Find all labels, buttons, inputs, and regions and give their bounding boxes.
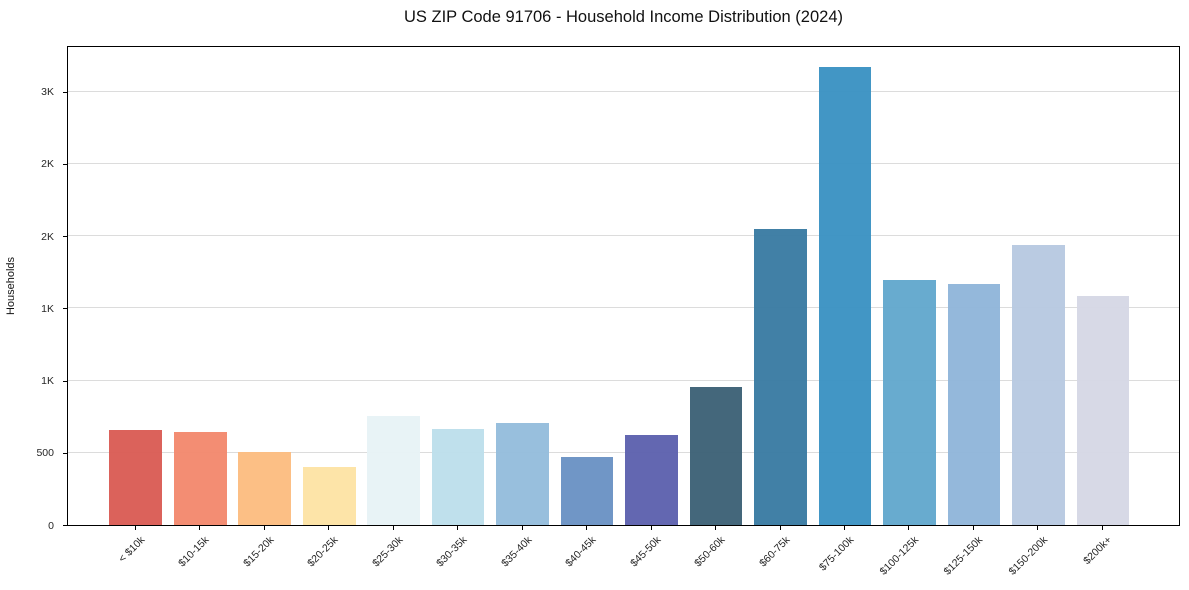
bar-$200k+ [1076, 296, 1130, 525]
x-tick-label: $200k+ [1081, 534, 1115, 568]
chart-title: US ZIP Code 91706 - Household Income Dis… [403, 8, 843, 26]
gridline [68, 90, 1179, 92]
bar-$75-100k [818, 67, 872, 525]
gridline [68, 162, 1179, 164]
x-tick-label: $45-50k [627, 534, 664, 570]
bar-$10-15k [173, 432, 227, 525]
x-tick-label: $125-150k [941, 534, 986, 578]
bar-$25-30k [367, 416, 421, 525]
x-tick-label: $20-25k [305, 534, 341, 570]
gridline [68, 451, 1179, 453]
y-tick-mark [63, 308, 67, 310]
bar-$60-75k [754, 229, 807, 525]
y-tick-label: 500 [36, 447, 54, 460]
x-tick-mark [586, 525, 588, 530]
x-tick-label: $75-100k [817, 534, 857, 574]
y-tick-mark [63, 163, 67, 165]
x-tick-label: $60-75k [756, 534, 792, 570]
x-tick-label: $15-20k [240, 534, 277, 570]
x-tick-mark [521, 525, 523, 530]
bar-$50-60k [689, 386, 743, 525]
y-tick-mark [63, 525, 67, 526]
plot-area [67, 46, 1180, 526]
y-tick-label: 2K [41, 230, 54, 243]
bar-$15-20k [238, 451, 292, 525]
x-tick-mark [457, 525, 459, 530]
y-tick-mark [63, 236, 67, 238]
x-tick-mark [650, 525, 652, 530]
bar-$100-125k [883, 279, 936, 525]
x-tick-label: $100-125k [877, 534, 921, 578]
y-tick-label: 3K [41, 86, 54, 99]
y-tick-label: 0 [48, 519, 54, 532]
x-tick-mark [263, 525, 265, 530]
y-tick-mark [63, 380, 67, 382]
x-tick-mark [134, 525, 136, 530]
x-tick-label: $35-40k [498, 534, 535, 570]
x-tick-mark [1037, 525, 1039, 530]
x-tick-mark [199, 525, 201, 530]
bar-$20-25k [302, 466, 356, 525]
x-tick-label: $40-45k [563, 534, 599, 570]
bar-$125-150k [947, 284, 1001, 525]
bar-$150-200k [1012, 245, 1065, 525]
x-tick-mark [715, 525, 717, 530]
x-tick-label: $150-200k [1006, 534, 1050, 578]
x-tick-label: $30-35k [434, 534, 470, 570]
y-axis-label: Households [5, 256, 17, 316]
bar-$35-40k [496, 422, 549, 525]
x-tick-mark [779, 525, 781, 530]
bar-$30-35k [431, 429, 485, 525]
x-tick-mark [972, 525, 974, 530]
x-tick-label: < $10k [116, 534, 148, 565]
y-tick-mark [63, 452, 67, 454]
y-tick-mark [63, 91, 67, 93]
y-tick-label: 1K [41, 375, 54, 388]
gridline [68, 307, 1179, 309]
x-tick-label: $10-15k [176, 534, 212, 570]
bar-< $10k [109, 429, 163, 525]
x-tick-label: $50-60k [692, 534, 728, 570]
bar-$40-45k [560, 457, 614, 525]
x-tick-label: $25-30k [369, 534, 406, 570]
gridline [68, 235, 1179, 237]
y-tick-label: 2K [41, 158, 54, 171]
bar-$45-50k [625, 434, 678, 525]
x-tick-mark [1101, 525, 1103, 530]
x-tick-mark [328, 525, 330, 530]
gridline [68, 379, 1179, 381]
x-tick-mark [392, 525, 394, 530]
y-tick-label: 1K [41, 302, 54, 315]
x-tick-mark [908, 525, 910, 530]
x-tick-mark [843, 525, 845, 530]
